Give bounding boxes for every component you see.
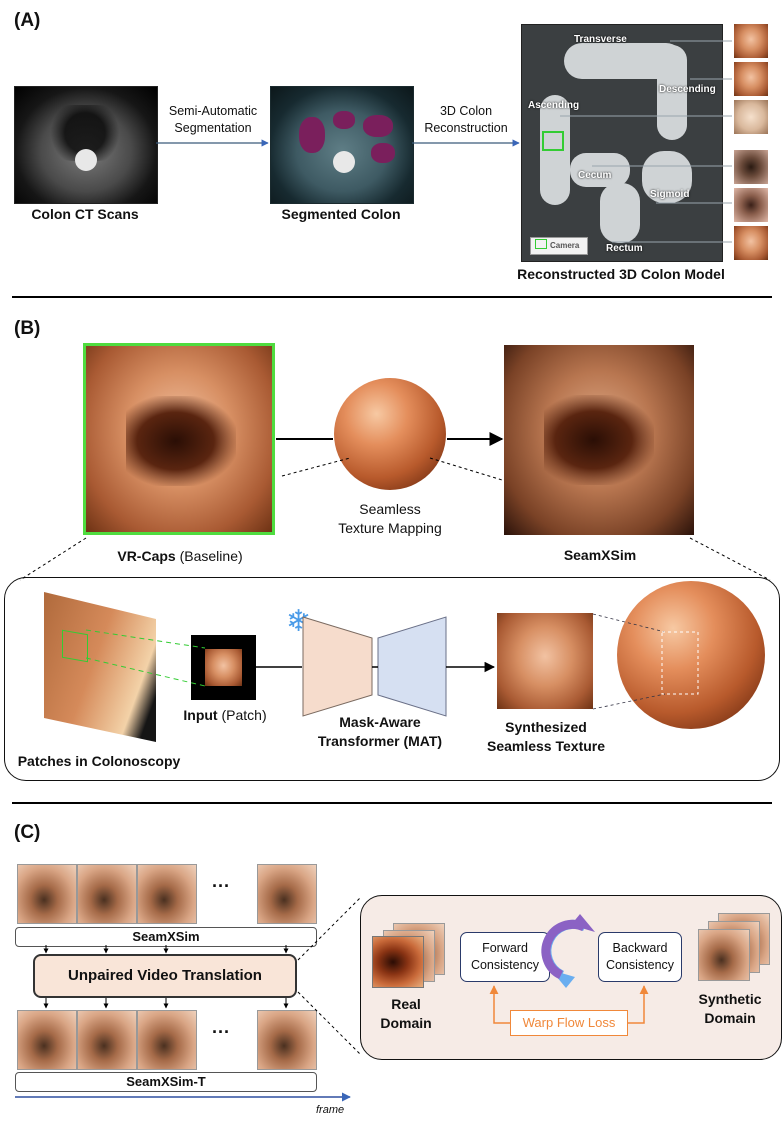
vr-caps-baseline-image: [83, 343, 275, 535]
backward-consistency-box: Backward Consistency: [598, 932, 682, 982]
seamxsim-frame: [17, 864, 77, 924]
colon-view-thumbnail: [734, 188, 768, 222]
step-segmentation-label: Semi-Automatic Segmentation: [168, 104, 258, 135]
section-divider: [12, 802, 772, 804]
synthetic-domain-label: Synthetic Domain: [698, 991, 762, 1026]
colon-3d-model: Transverse Descending Ascending Cecum Si…: [521, 24, 723, 262]
seamless-texture-mapping-label: Seamless Texture Mapping: [338, 501, 442, 536]
texture-sphere: [334, 378, 446, 490]
real-domain-label: Real Domain: [380, 996, 432, 1031]
panel-b-label: (B): [14, 318, 41, 339]
patches-caption: Patches in Colonoscopy: [17, 753, 181, 769]
synthesized-texture-image: [497, 613, 593, 709]
step-reconstruction-label: 3D Colon Reconstruction: [424, 104, 508, 135]
colon-view-thumbnail: [734, 226, 768, 260]
frames-ellipsis: ···: [212, 1022, 230, 1042]
frame-axis-label: frame: [316, 1104, 345, 1116]
panel-c-label: (C): [14, 822, 41, 843]
region-cecum: Cecum: [578, 170, 612, 181]
seamxsim-t-bar: SeamXSim-T: [15, 1072, 317, 1092]
input-patch-caption: Input (Patch): [183, 707, 267, 723]
camera-marker: [542, 131, 564, 151]
mat-caption: Mask-Aware Transformer (MAT): [317, 714, 443, 749]
seamxsim-caption: SeamXSim: [563, 547, 637, 563]
colon-view-thumbnail: [734, 24, 768, 58]
region-ascending: Ascending: [528, 100, 580, 111]
seamxsim-t-frame: [137, 1010, 197, 1070]
unpaired-video-translation-box: Unpaired Video Translation: [33, 954, 297, 998]
backward-cycle-arrow: [541, 919, 586, 980]
pipeline-box: [4, 577, 780, 781]
seamxsim-frame: [77, 864, 137, 924]
seamxsim-t-frame: [257, 1010, 317, 1070]
forward-consistency-box: Forward Consistency: [460, 932, 550, 982]
camera-legend: Camera: [530, 237, 588, 255]
textured-sphere: [617, 581, 765, 729]
colon-view-thumbnail: [734, 62, 768, 96]
region-transverse: Transverse: [574, 34, 627, 45]
real-domain-frame: [372, 936, 424, 988]
warp-flow-loss-box: Warp Flow Loss: [510, 1010, 628, 1036]
panel-a-label: (A): [14, 10, 41, 31]
input-patch-mask: [191, 635, 256, 700]
segmented-colon-image: [270, 86, 414, 204]
mat-decoder: [377, 616, 447, 717]
region-descending: Descending: [659, 84, 716, 95]
synthetic-domain-frame: [698, 929, 750, 981]
segmented-colon-caption: Segmented Colon: [281, 206, 401, 222]
ct-scan-caption: Colon CT Scans: [31, 206, 139, 222]
mat-encoder: [302, 616, 373, 717]
seamxsim-t-frame: [77, 1010, 137, 1070]
region-rectum: Rectum: [606, 243, 643, 254]
model-caption: Reconstructed 3D Colon Model: [517, 266, 725, 282]
seamxsim-frame: [257, 864, 317, 924]
ct-scan-image: [14, 86, 158, 204]
seamxsim-result-image: [504, 345, 694, 535]
seamxsim-frame: [137, 864, 197, 924]
section-divider: [12, 296, 772, 298]
colon-view-thumbnail: [734, 150, 768, 184]
frames-ellipsis: ···: [212, 876, 230, 896]
colonoscopy-patches-image: [44, 592, 156, 742]
seamxsim-t-frame: [17, 1010, 77, 1070]
region-sigmoid: Sigmoid: [650, 189, 690, 200]
synthesized-texture-caption: Synthesized Seamless Texture: [486, 719, 606, 754]
colon-view-thumbnail: [734, 100, 768, 134]
vr-caps-caption: VR-Caps (Baseline): [117, 548, 243, 564]
